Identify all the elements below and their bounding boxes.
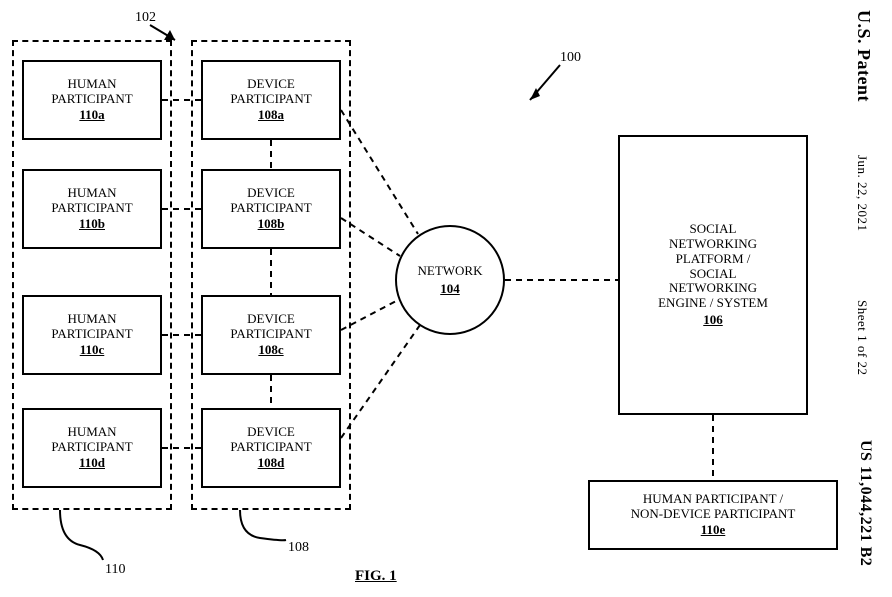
platform-line5: NETWORKING [669,281,757,296]
ref-108: 108 [288,540,309,556]
platform-ref: 106 [703,313,723,328]
device-participant-0: DEVICE PARTICIPANT 108a [201,60,341,140]
patent-sheet: Sheet 1 of 22 [854,300,870,375]
human-participant-label: HUMAN PARTICIPANT [30,77,154,107]
platform-node: SOCIAL NETWORKING PLATFORM / SOCIAL NETW… [618,135,808,415]
network-node: NETWORK 104 [395,225,505,335]
ref-100: 100 [560,50,581,66]
figure-label: FIG. 1 [355,568,397,585]
human-participant-3: HUMAN PARTICIPANT 110d [22,408,162,488]
human-participant-ref: 110a [79,108,104,123]
device-participant-ref: 108d [258,456,285,471]
bottom-line2: NON-DEVICE PARTICIPANT [631,507,796,522]
device-participant-ref: 108a [258,108,284,123]
ref-102: 102 [135,10,156,26]
device-participant-label: DEVICE PARTICIPANT [209,312,333,342]
human-participant-2: HUMAN PARTICIPANT 110c [22,295,162,375]
human-participant-0: HUMAN PARTICIPANT 110a [22,60,162,140]
platform-line3: PLATFORM / [676,252,751,267]
human-participant-ref: 110d [79,456,105,471]
device-participant-label: DEVICE PARTICIPANT [209,77,333,107]
human-participant-label: HUMAN PARTICIPANT [30,425,154,455]
human-participant-label: HUMAN PARTICIPANT [30,312,154,342]
network-label: NETWORK [418,263,483,279]
device-participant-label: DEVICE PARTICIPANT [209,186,333,216]
patent-header: U.S. Patent [853,10,874,102]
device-participant-ref: 108c [258,343,283,358]
device-participant-1: DEVICE PARTICIPANT 108b [201,169,341,249]
platform-line4: SOCIAL [690,267,737,282]
patent-date: Jun. 22, 2021 [854,155,870,232]
device-participant-2: DEVICE PARTICIPANT 108c [201,295,341,375]
bottom-ref: 110e [701,523,726,538]
platform-line1: SOCIAL [690,222,737,237]
device-participant-3: DEVICE PARTICIPANT 108d [201,408,341,488]
human-participant-1: HUMAN PARTICIPANT 110b [22,169,162,249]
device-participant-label: DEVICE PARTICIPANT [209,425,333,455]
bottom-participant-node: HUMAN PARTICIPANT / NON-DEVICE PARTICIPA… [588,480,838,550]
human-participant-ref: 110c [80,343,105,358]
device-participant-ref: 108b [258,217,285,232]
human-participant-ref: 110b [79,217,105,232]
platform-line6: ENGINE / SYSTEM [658,296,768,311]
patent-number: US 11,044,221 B2 [856,440,874,566]
ref-110: 110 [105,562,125,578]
network-ref: 104 [440,281,460,297]
platform-line2: NETWORKING [669,237,757,252]
human-participant-label: HUMAN PARTICIPANT [30,186,154,216]
bottom-line1: HUMAN PARTICIPANT / [643,492,783,507]
